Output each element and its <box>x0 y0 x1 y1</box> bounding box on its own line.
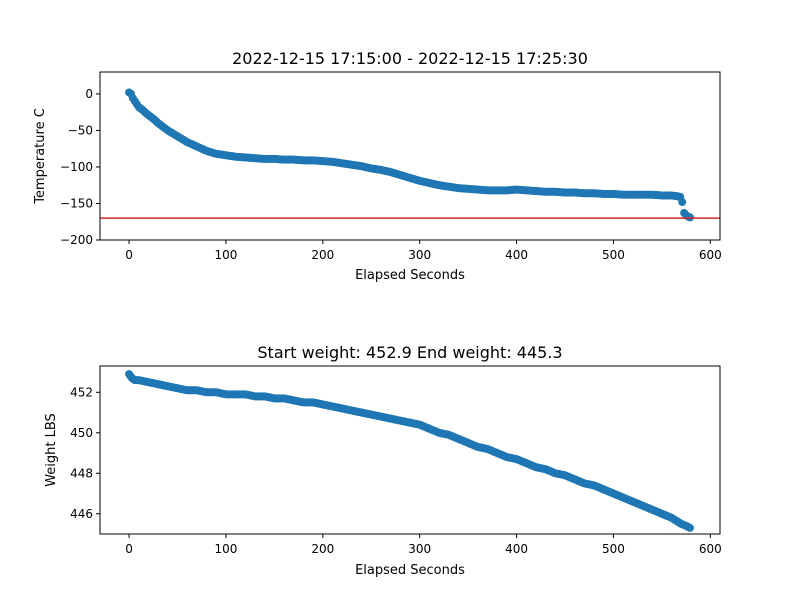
weight-ticks: 0 100 200 300 400 500 600 446 448 450 452 <box>70 385 722 556</box>
weight-chart-title: Start weight: 452.9 End weight: 445.3 <box>257 343 562 362</box>
weight-x-tick-label: 200 <box>311 542 334 556</box>
weight-x-axis-label: Elapsed Seconds <box>355 563 465 578</box>
weight-x-tick-label: 600 <box>699 542 722 556</box>
temperature-y-tick-label: 0 <box>85 87 93 101</box>
temperature-y-tick-label: −50 <box>68 123 93 137</box>
weight-x-tick-label: 300 <box>408 542 431 556</box>
weight-x-tick-label: 0 <box>125 542 133 556</box>
temperature-y-axis-label: Temperature C <box>33 108 48 205</box>
weight-y-tick-label: 446 <box>70 507 93 521</box>
weight-y-tick-label: 452 <box>70 385 93 399</box>
temperature-ticks: 0 100 200 300 400 500 600 0 −50 −100 −150 −200 <box>60 87 722 262</box>
temperature-x-tick-label: 300 <box>408 248 431 262</box>
weight-x-tick-label: 500 <box>602 542 625 556</box>
temperature-x-axis-label: Elapsed Seconds <box>355 268 465 283</box>
temperature-x-tick-label: 400 <box>505 248 528 262</box>
weight-plot-area <box>125 370 694 532</box>
temperature-y-tick-label: −150 <box>60 196 93 210</box>
weight-x-tick-label: 400 <box>505 542 528 556</box>
weight-x-tick-label: 100 <box>214 542 237 556</box>
weight-y-tick-label: 450 <box>70 426 93 440</box>
temperature-x-tick-label: 0 <box>125 248 133 262</box>
temperature-x-tick-label: 500 <box>602 248 625 262</box>
temperature-x-tick-label: 200 <box>311 248 334 262</box>
weight-y-tick-label: 448 <box>70 466 93 480</box>
weight-y-axis-label: Weight LBS <box>44 413 59 487</box>
temperature-y-tick-label: −100 <box>60 160 93 174</box>
temperature-x-tick-label: 100 <box>214 248 237 262</box>
temperature-chart: 2022-12-15 17:15:00 - 2022-12-15 17:25:3… <box>33 49 722 283</box>
weight-axes-frame <box>99 365 721 535</box>
temperature-chart-title: 2022-12-15 17:15:00 - 2022-12-15 17:25:3… <box>232 49 588 68</box>
weight-chart: Start weight: 452.9 End weight: 445.3 0 1… <box>44 343 722 578</box>
weight-data-point <box>685 523 694 532</box>
temperature-data-point <box>678 198 687 207</box>
temperature-plot-area <box>100 88 720 222</box>
temperature-axes-frame <box>99 71 721 241</box>
temperature-x-tick-label: 600 <box>699 248 722 262</box>
temperature-y-tick-label: −200 <box>60 233 93 247</box>
